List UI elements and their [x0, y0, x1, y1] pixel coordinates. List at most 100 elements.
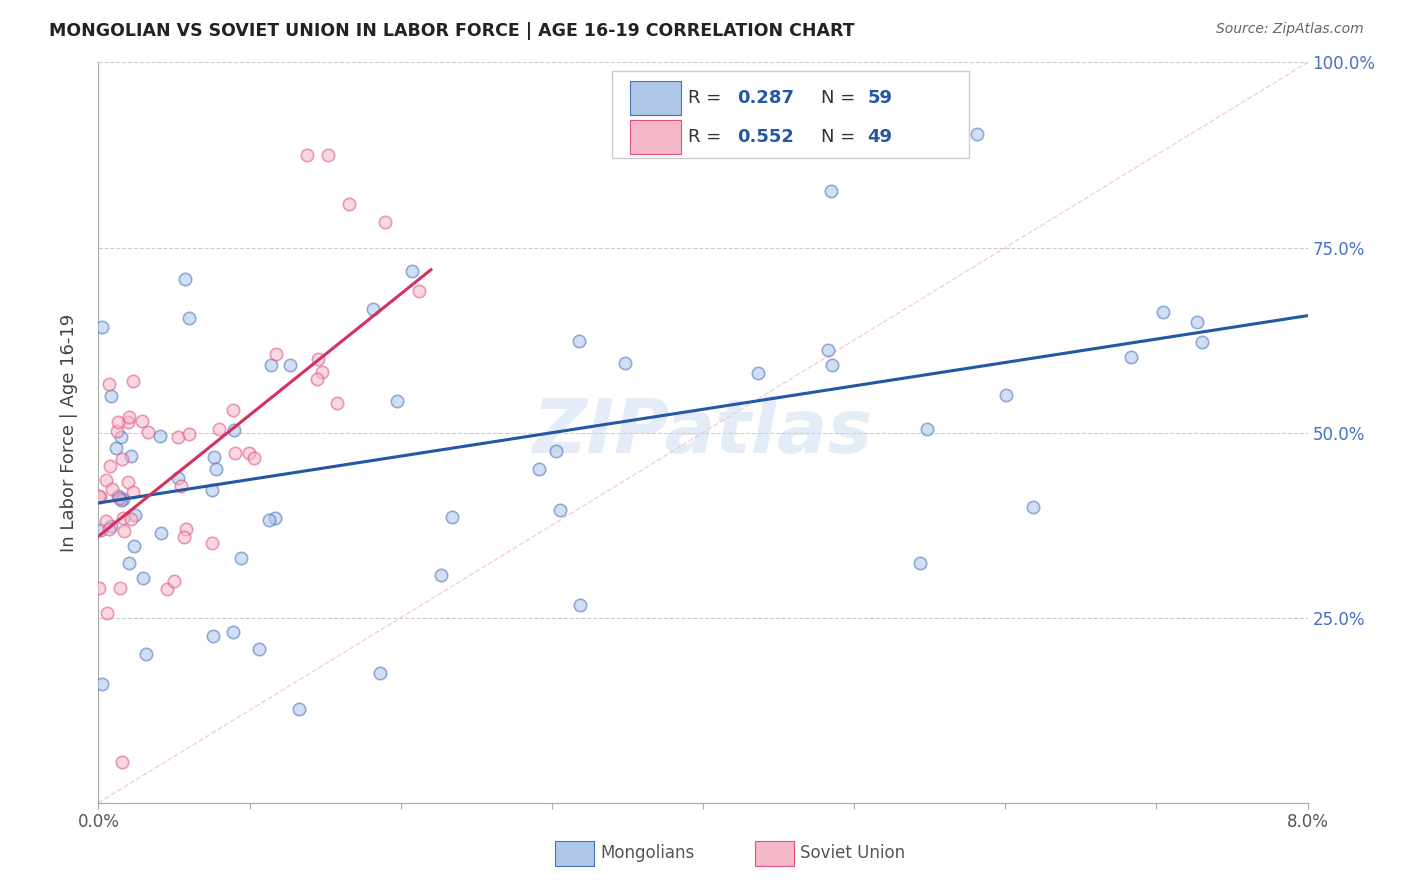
Point [316, 148, 339, 162]
Point [242, 450, 264, 465]
Text: Source: ZipAtlas.com: Source: ZipAtlas.com [1216, 22, 1364, 37]
Point [295, 148, 318, 162]
Point [264, 347, 287, 361]
Point [200, 536, 222, 550]
Point [90, 320, 112, 334]
Point [374, 215, 396, 229]
Point [337, 197, 360, 211]
Text: R =: R = [689, 89, 727, 107]
Point [118, 556, 141, 570]
Point [370, 666, 392, 681]
Point [122, 374, 145, 388]
Point [108, 491, 131, 505]
Point [131, 414, 153, 428]
Point [107, 415, 129, 429]
Point [207, 422, 229, 436]
Point [107, 490, 129, 504]
Point [1152, 305, 1174, 319]
Text: Mongolians: Mongolians [600, 844, 695, 863]
Point [120, 512, 142, 526]
Point [174, 272, 197, 286]
Point [117, 475, 139, 489]
Point [820, 185, 842, 199]
Text: Soviet Union: Soviet Union [800, 844, 905, 863]
Point [112, 524, 135, 538]
Point [118, 410, 141, 425]
Point [527, 462, 550, 476]
Point [96, 606, 118, 620]
FancyBboxPatch shape [630, 81, 682, 115]
Point [100, 519, 122, 533]
Point [201, 483, 224, 497]
Text: R =: R = [689, 128, 727, 145]
Point [311, 364, 333, 378]
Point [111, 491, 134, 506]
Point [136, 425, 159, 439]
Point [104, 441, 127, 455]
Point [1119, 350, 1142, 364]
Point [90, 523, 112, 537]
Point [96, 514, 118, 528]
Point [910, 556, 932, 570]
Point [401, 264, 423, 278]
Point [1185, 315, 1208, 329]
Point [224, 423, 246, 437]
Point [105, 424, 128, 438]
Point [994, 387, 1017, 401]
Point [166, 430, 188, 444]
Point [229, 550, 252, 565]
Point [110, 492, 132, 507]
Point [98, 458, 121, 473]
Point [111, 755, 134, 769]
Point [98, 522, 121, 536]
Text: 0.552: 0.552 [737, 128, 794, 145]
Point [440, 509, 463, 524]
Point [124, 508, 146, 522]
Point [89, 491, 111, 505]
Point [548, 502, 571, 516]
FancyBboxPatch shape [555, 840, 595, 866]
Point [179, 427, 201, 442]
Point [110, 430, 132, 444]
Point [170, 478, 193, 492]
Text: 59: 59 [868, 89, 893, 107]
Point [1022, 500, 1045, 514]
Point [121, 485, 143, 500]
Text: ZIPatlas: ZIPatlas [533, 396, 873, 469]
Point [110, 581, 132, 595]
Point [204, 462, 226, 476]
Point [326, 396, 349, 410]
Point [387, 394, 409, 409]
Point [747, 366, 769, 380]
Point [167, 471, 190, 485]
Point [307, 351, 329, 366]
Point [179, 310, 201, 325]
Point [149, 429, 172, 443]
Point [817, 343, 839, 358]
Point [156, 582, 179, 596]
Point [132, 571, 155, 585]
Point [94, 473, 117, 487]
Point [287, 702, 309, 716]
Point [89, 581, 111, 595]
Point [101, 483, 124, 497]
Point [201, 629, 224, 643]
Y-axis label: In Labor Force | Age 16-19: In Labor Force | Age 16-19 [59, 313, 77, 552]
Point [430, 567, 453, 582]
FancyBboxPatch shape [755, 840, 794, 866]
Point [111, 452, 134, 467]
Point [361, 301, 384, 316]
Text: N =: N = [821, 128, 862, 145]
Point [173, 530, 195, 544]
Point [163, 574, 186, 588]
Point [90, 677, 112, 691]
Point [87, 489, 110, 503]
Point [257, 513, 280, 527]
FancyBboxPatch shape [613, 70, 969, 158]
Point [117, 415, 139, 429]
Point [546, 443, 568, 458]
Point [100, 388, 122, 402]
Point [915, 422, 938, 436]
Point [1191, 334, 1213, 349]
FancyBboxPatch shape [630, 120, 682, 153]
